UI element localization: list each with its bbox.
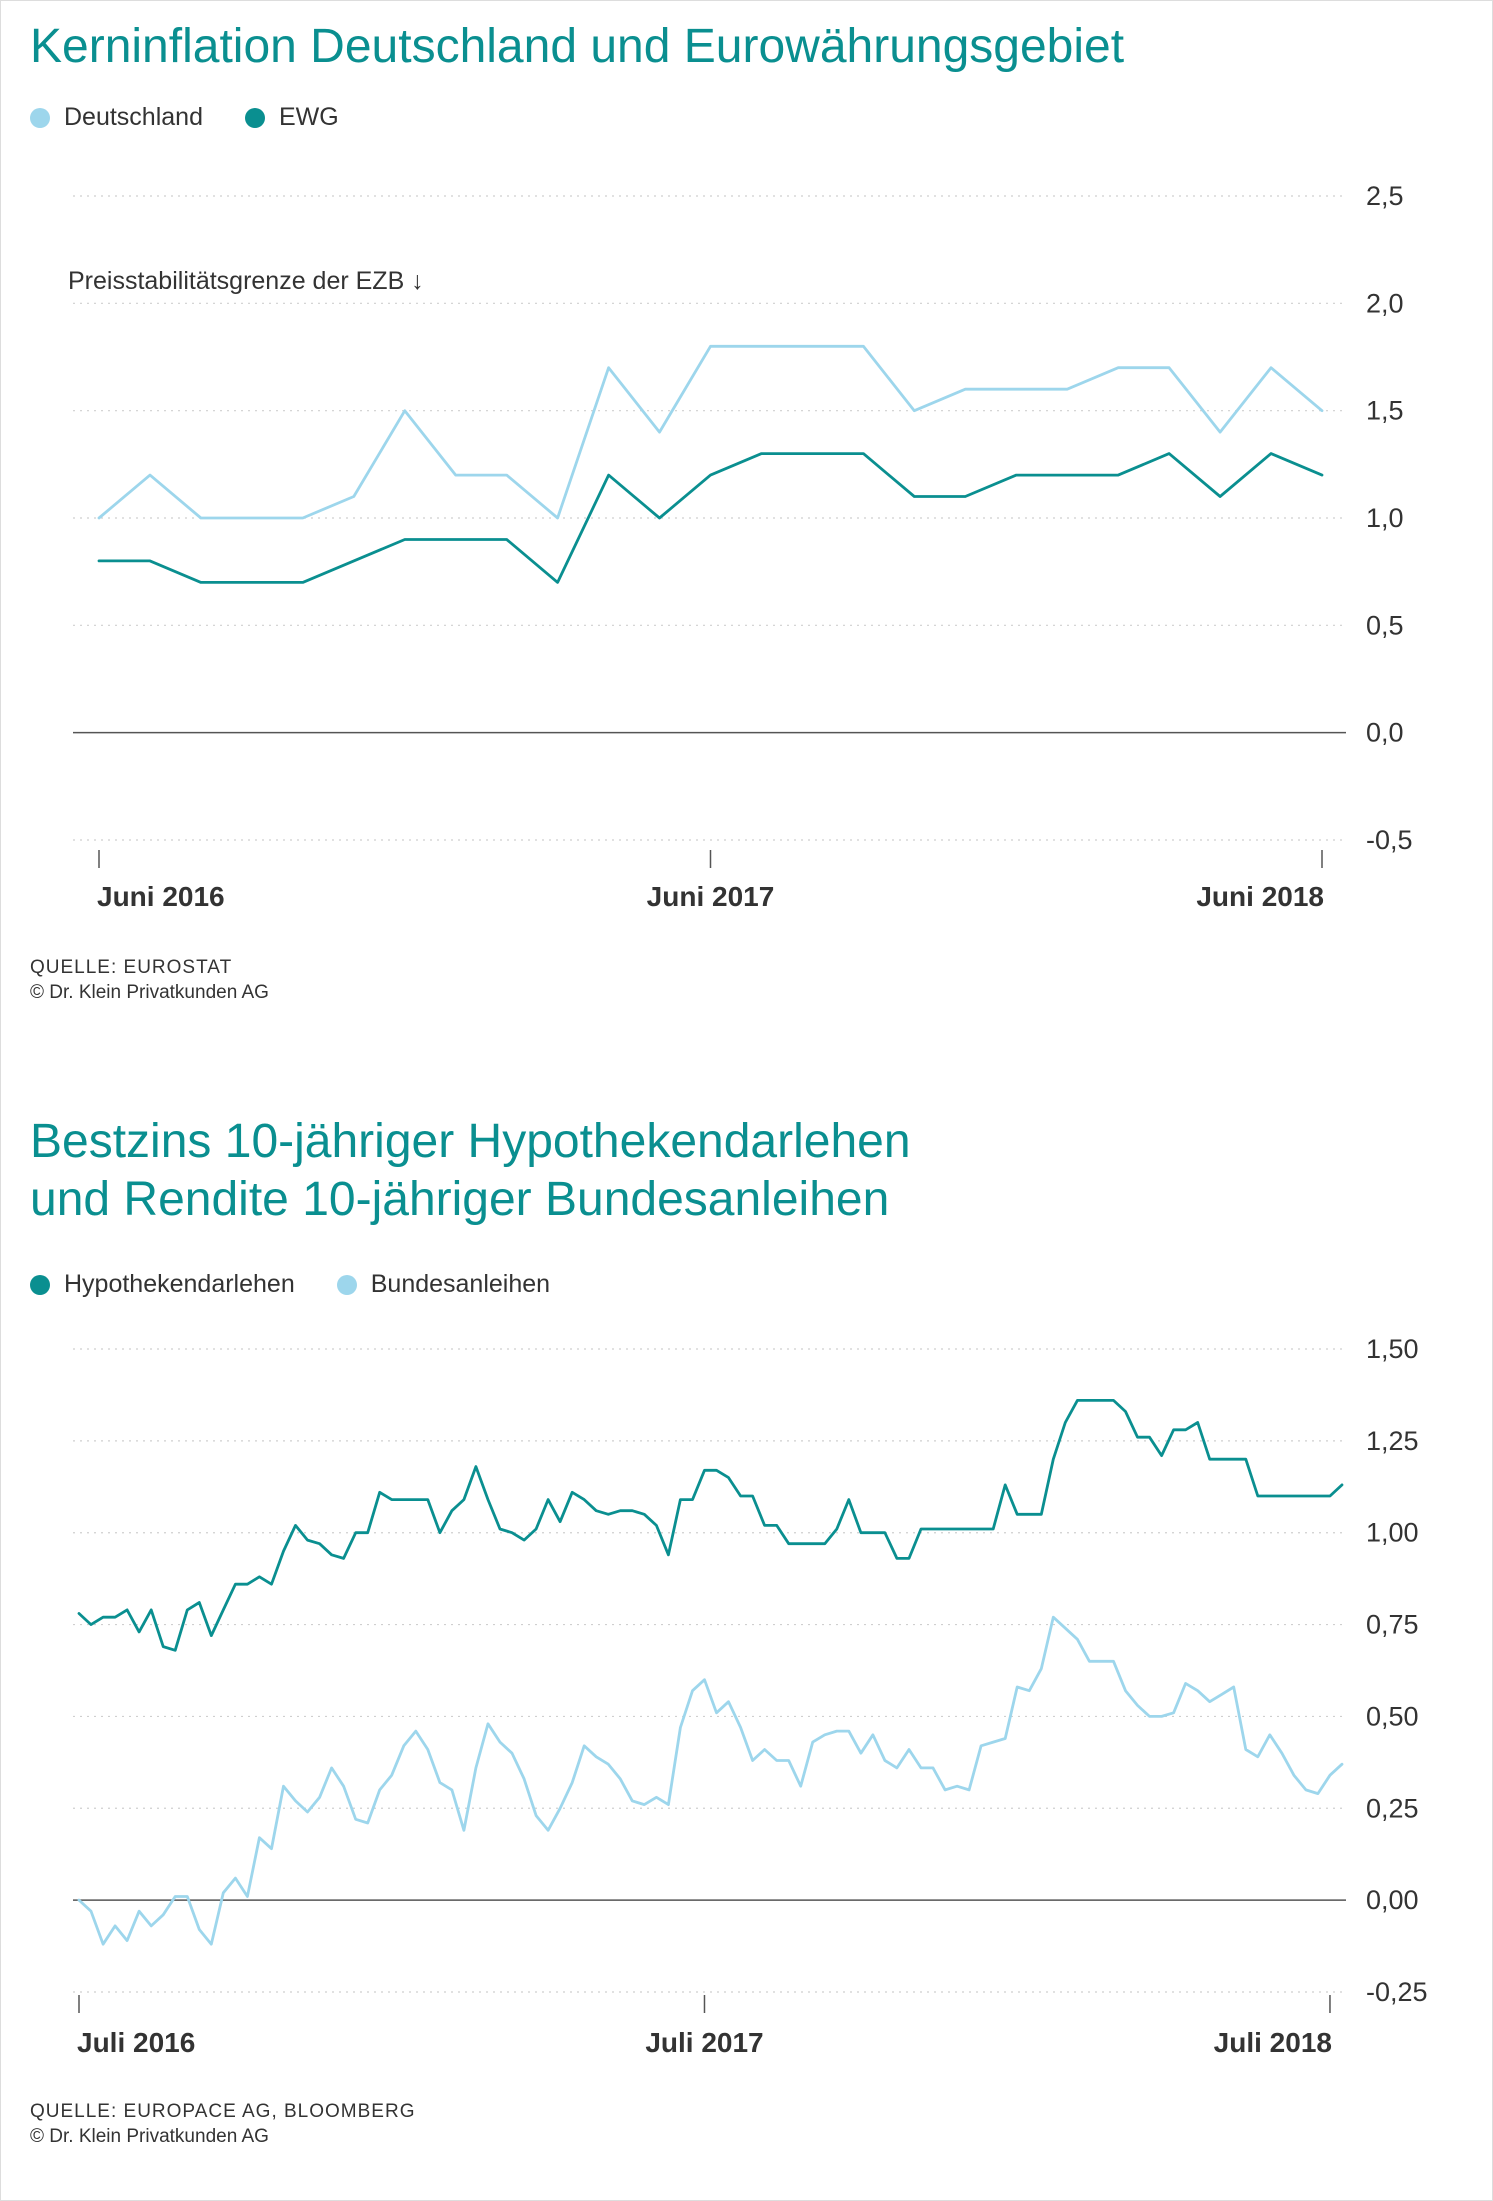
chart2-series-bundesanleihen: [77, 1615, 1344, 1946]
chart2-plot: -0,25 0,00 0,25 0,50 0,75 1,00 1,25 1,50 Juli 20…: [73, 1334, 1428, 2058]
chart2-y-tick-label: 0,75: [1366, 1610, 1419, 1640]
chart2-x-tick-label: Juli 2017: [645, 2027, 763, 2058]
chart2-y-tick-label: 1,25: [1366, 1426, 1419, 1456]
chart1-series-ewg: [97, 452, 1324, 584]
chart2-y-tick-label: 1,50: [1366, 1334, 1419, 1364]
legend-item-ewg: EWG: [244, 103, 339, 132]
legend-dot-bundesanleihen: [336, 1274, 357, 1295]
chart2-title-line2: und Rendite 10-jähriger Bundesanleihen: [30, 1173, 890, 1226]
chart1-x-tick-label: Juni 2017: [647, 881, 775, 912]
chart2-title-line1: Bestzins 10-jähriger Hypothekendarlehen: [30, 1115, 911, 1168]
chart1-y-tick-label: 0,5: [1366, 610, 1404, 640]
legend-dot-ewg: [244, 107, 265, 128]
legend-label-bundesanleihen: Bundesanleihen: [370, 1270, 551, 1298]
chart2-y-tick-label: 0,50: [1366, 1701, 1419, 1731]
chart2-legend: Hypothekendarlehen Bundesanleihen: [30, 1270, 592, 1299]
legend-label-hypothekendarlehen: Hypothekendarlehen: [64, 1270, 295, 1298]
legend-item-hypothekendarlehen: Hypothekendarlehen: [30, 1270, 295, 1299]
chart2-source-block: QUELLE: EUROPACE AG, BLOOMBERG © Dr. Kle…: [30, 2099, 415, 2149]
chart2-x-tick-label: Juli 2018: [1214, 2027, 1332, 2058]
chart1-legend: Deutschland EWG: [30, 103, 381, 132]
chart1-x-tick-label: Juni 2018: [1196, 881, 1324, 912]
chart2-x-tick-label: Juli 2016: [77, 2027, 195, 2058]
chart1-y-tick-label: 2,5: [1366, 181, 1404, 211]
legend-label-deutschland: Deutschland: [64, 103, 203, 131]
legend-item-bundesanleihen: Bundesanleihen: [336, 1270, 551, 1299]
chart1-copyright: © Dr. Klein Privatkunden AG: [30, 982, 269, 1003]
legend-dot-deutschland: [30, 107, 50, 128]
chart1-y-tick-label: 2,0: [1366, 288, 1404, 318]
legend-item-deutschland: Deutschland: [30, 103, 203, 132]
chart2-copyright: © Dr. Klein Privatkunden AG: [30, 2126, 269, 2147]
chart2-source: QUELLE: EUROPACE AG, BLOOMBERG: [30, 2101, 416, 2122]
chart1-y-tick-label: 1,0: [1366, 503, 1404, 533]
chart1-source: QUELLE: EUROSTAT: [30, 957, 233, 978]
chart2-series-hypothekendarlehen: [77, 1399, 1344, 1652]
legend-label-ewg: EWG: [278, 103, 339, 131]
chart1-source-block: QUELLE: EUROSTAT © Dr. Klein Privatkunde…: [30, 955, 269, 1005]
chart1-y-tick-label: 1,5: [1366, 396, 1404, 426]
chart1-x-tick-label: Juni 2016: [97, 881, 225, 912]
chart1-series-deutschland: [97, 344, 1324, 520]
chart2-title: Bestzins 10-jähriger Hypothekendarlehen …: [30, 1113, 911, 1229]
chart2-y-tick-label: -0,25: [1366, 1977, 1428, 2007]
chart2-y-tick-label: 0,25: [1366, 1793, 1419, 1823]
chart2-y-tick-label: 0,00: [1366, 1885, 1419, 1915]
chart1-y-tick-label: -0,5: [1366, 825, 1413, 855]
chart1-plot: Preisstabilitätsgrenze der EZB ↓ -0,5 0,0…: [68, 181, 1413, 912]
chart1-y-tick-label: 0,0: [1366, 718, 1404, 748]
legend-dot-hypothekendarlehen: [30, 1274, 50, 1295]
chart1-title: Kerninflation Deutschland und Eurowährun…: [30, 20, 1125, 73]
ecb-annotation: Preisstabilitätsgrenze der EZB ↓: [68, 267, 424, 295]
chart2-y-tick-label: 1,00: [1366, 1518, 1419, 1548]
